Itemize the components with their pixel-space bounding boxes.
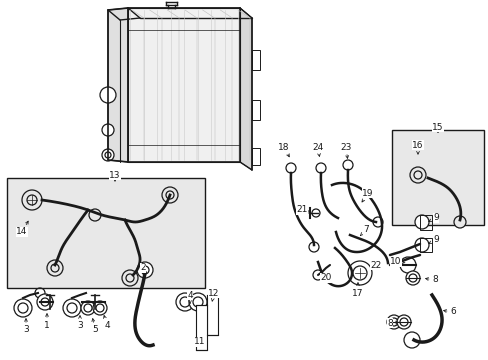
Circle shape [137, 262, 153, 278]
Circle shape [100, 87, 116, 103]
Circle shape [162, 187, 178, 203]
Circle shape [37, 294, 53, 310]
Text: 9: 9 [428, 235, 438, 244]
Text: 6: 6 [443, 307, 455, 316]
Bar [128, 8, 240, 162]
Text: 22: 22 [369, 261, 381, 270]
Text: 9: 9 [428, 213, 438, 222]
Text: 23: 23 [340, 143, 351, 158]
Circle shape [396, 315, 410, 329]
Text: 7: 7 [360, 225, 368, 235]
Bar [206, 295, 218, 335]
Text: 12: 12 [208, 288, 219, 301]
Text: 8: 8 [425, 275, 437, 284]
Text: 4: 4 [187, 291, 192, 303]
Text: 18: 18 [278, 143, 289, 157]
Circle shape [93, 301, 107, 315]
Circle shape [414, 238, 428, 252]
Text: 16: 16 [411, 140, 423, 154]
Bar [251, 148, 260, 165]
Bar [391, 130, 483, 225]
Text: 15: 15 [431, 122, 443, 132]
Text: 14: 14 [16, 221, 28, 237]
Text: 10: 10 [389, 257, 404, 266]
Text: 3: 3 [23, 319, 29, 334]
Text: 17: 17 [351, 283, 363, 297]
Circle shape [342, 160, 352, 170]
Text: 3: 3 [77, 316, 82, 329]
Circle shape [399, 257, 415, 273]
Circle shape [102, 149, 114, 161]
Text: 8: 8 [386, 319, 398, 328]
Circle shape [405, 271, 419, 285]
Polygon shape [108, 8, 128, 162]
Text: 5: 5 [92, 319, 98, 334]
Circle shape [189, 293, 206, 311]
Circle shape [347, 261, 371, 285]
Circle shape [409, 167, 425, 183]
Bar [196, 305, 206, 350]
Circle shape [89, 209, 101, 221]
Bar [419, 215, 431, 230]
Text: 24: 24 [312, 143, 323, 156]
Text: 20: 20 [320, 273, 331, 283]
Circle shape [176, 293, 194, 311]
Circle shape [14, 299, 32, 317]
Polygon shape [128, 8, 240, 162]
Circle shape [122, 270, 138, 286]
Circle shape [63, 299, 81, 317]
Polygon shape [240, 8, 251, 170]
Circle shape [285, 163, 295, 173]
Polygon shape [128, 8, 251, 18]
Text: 13: 13 [109, 171, 121, 181]
Circle shape [102, 124, 114, 136]
Circle shape [47, 260, 63, 276]
Text: 1: 1 [44, 314, 50, 329]
Text: 21: 21 [296, 206, 310, 215]
Circle shape [414, 215, 428, 229]
Text: 4: 4 [103, 315, 110, 329]
Circle shape [315, 163, 325, 173]
Circle shape [386, 315, 400, 329]
Circle shape [81, 301, 95, 315]
Text: 11: 11 [194, 338, 205, 346]
Circle shape [403, 332, 419, 348]
Bar [419, 238, 431, 252]
Bar [251, 100, 260, 120]
Text: 19: 19 [361, 189, 373, 202]
Circle shape [22, 190, 42, 210]
Circle shape [453, 216, 465, 228]
Text: 2: 2 [140, 264, 145, 274]
Bar [7, 178, 204, 288]
Bar [251, 50, 260, 70]
